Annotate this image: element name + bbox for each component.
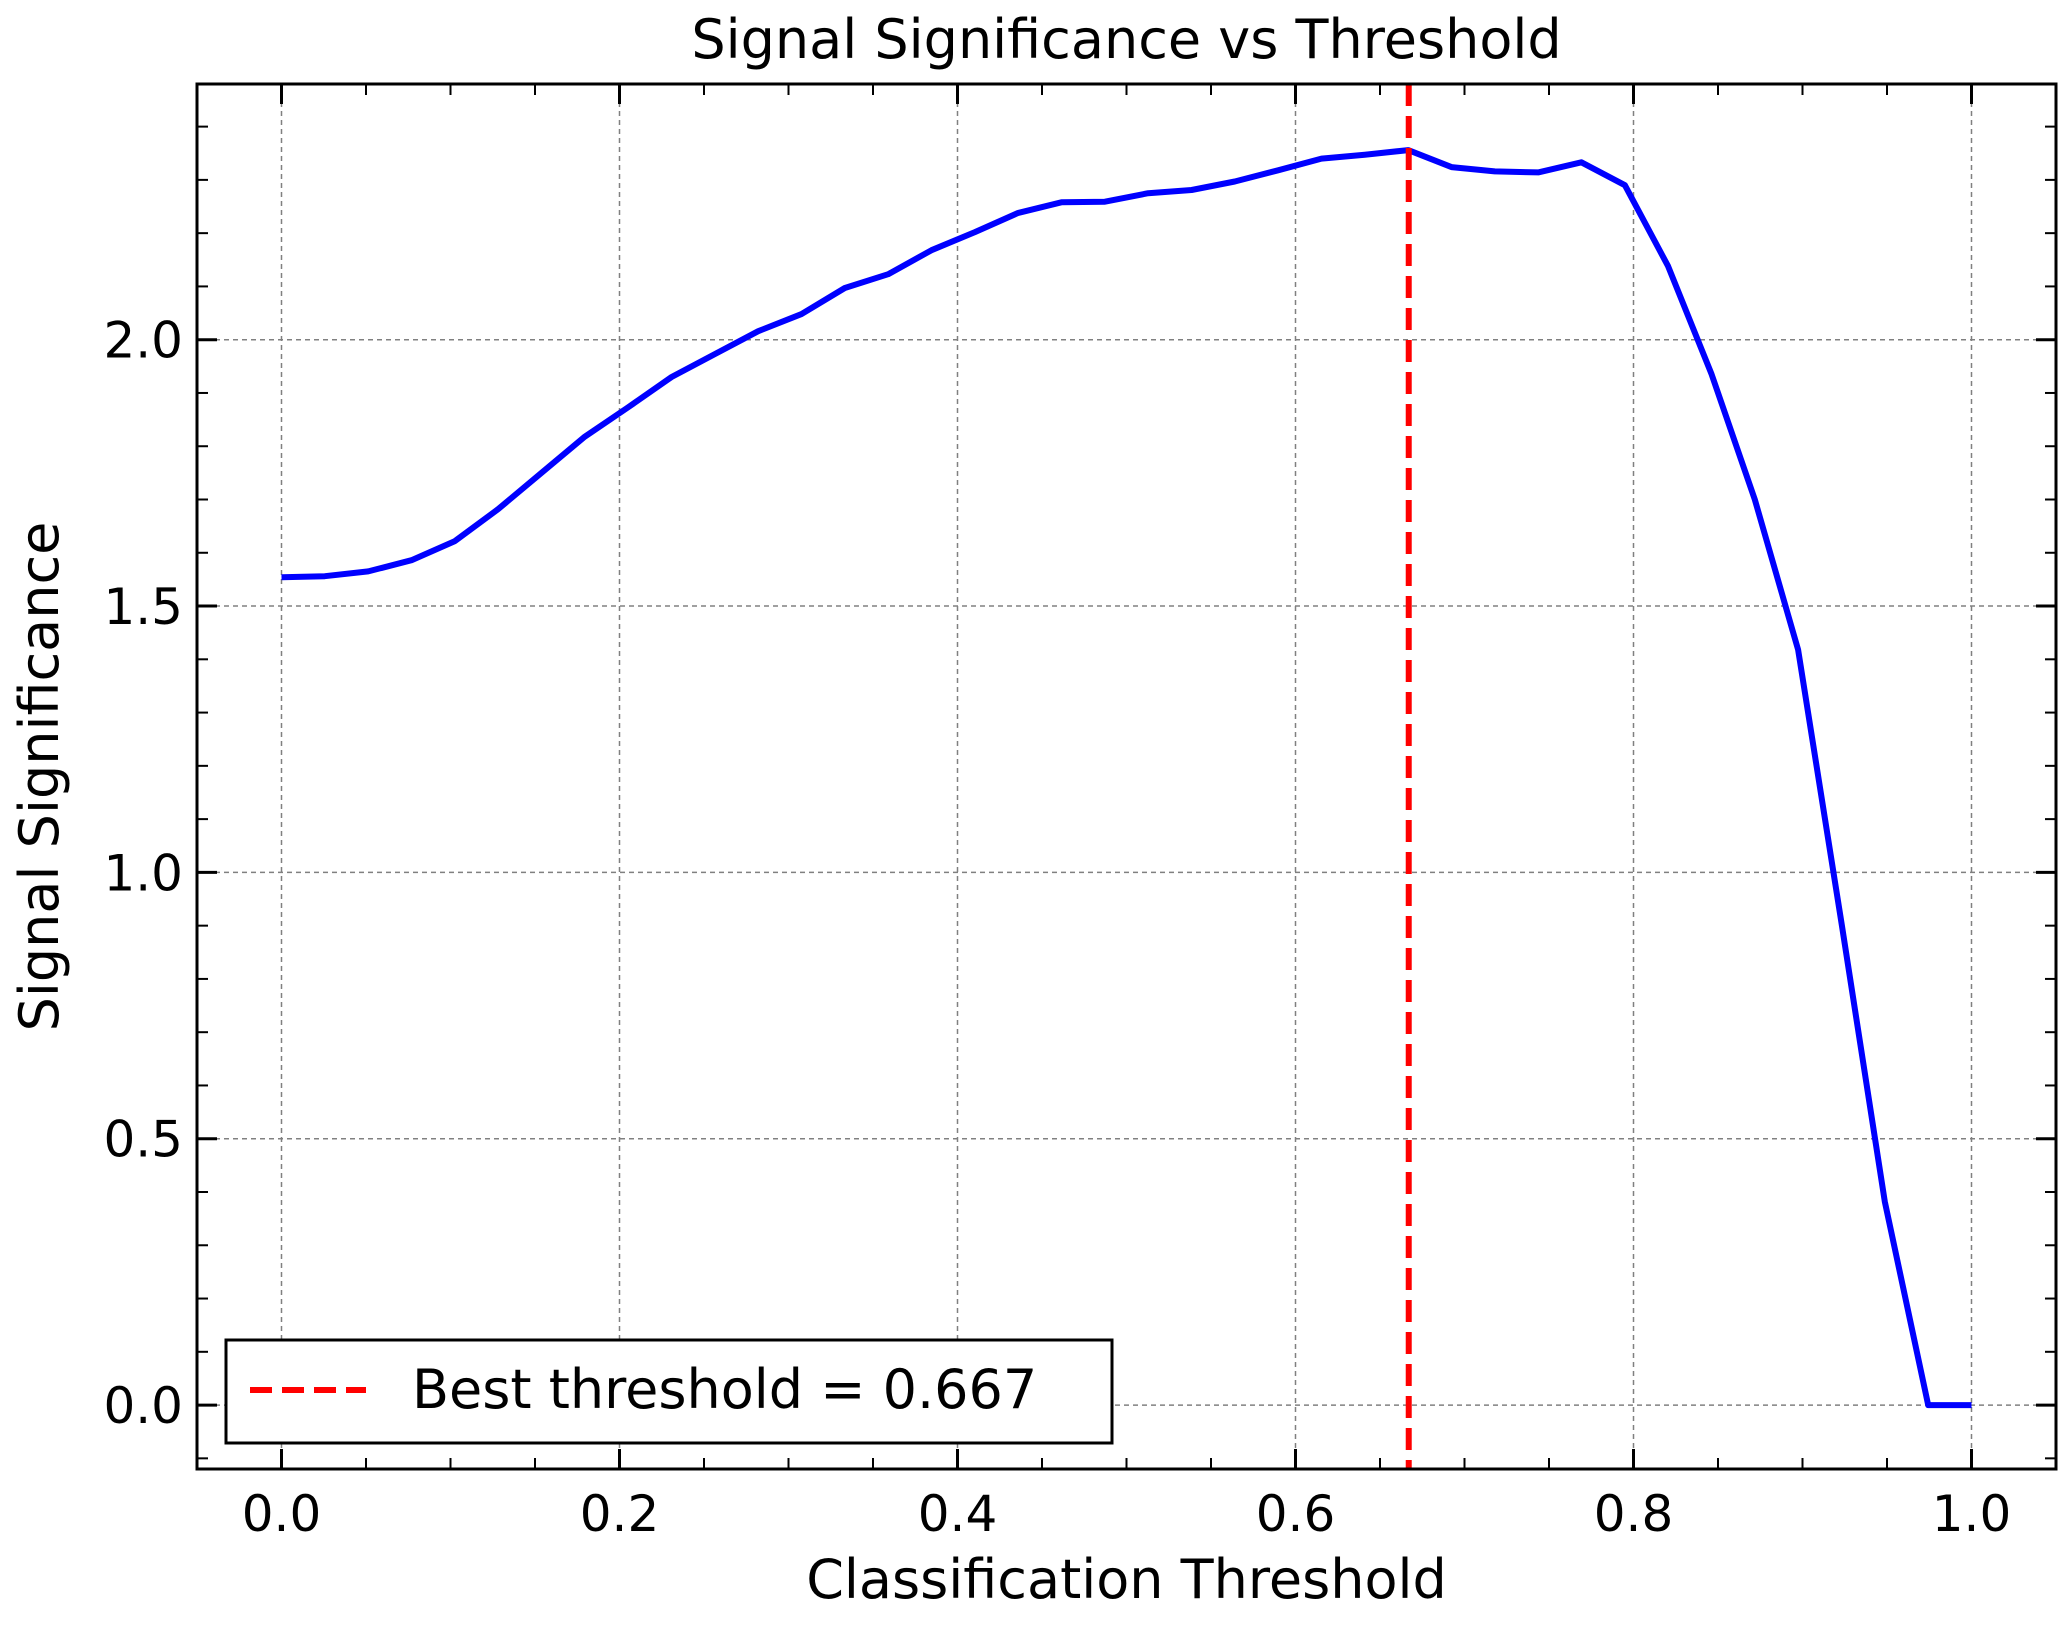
significance-curve	[281, 147, 1972, 1409]
x-tick-label: 0.4	[918, 1485, 998, 1543]
y-tick-label: 0.0	[103, 1377, 183, 1435]
plot-frame	[195, 82, 2058, 1471]
y-tick-label: 1.0	[103, 844, 183, 902]
chart-title: Signal Significance vs Threshold	[691, 8, 1561, 71]
x-tick-label: 0.2	[580, 1485, 660, 1543]
y-tick-label: 1.5	[103, 578, 183, 636]
legend: Best threshold = 0.667	[224, 1338, 1114, 1445]
x-tick-label: 0.6	[1256, 1485, 1336, 1543]
ticks-layer: 0.0 0.2 0.4 0.6 0.8 1.0 0.0 0.5 1.0 1.5 2.0	[103, 84, 2057, 1543]
series-layer	[281, 84, 1972, 1469]
legend-box	[224, 1338, 1114, 1445]
legend-label-best-threshold: Best threshold = 0.667	[412, 1358, 1037, 1421]
y-axis-label: Signal Significance	[8, 522, 71, 1032]
x-tick-label: 0.0	[242, 1485, 322, 1543]
y-tick-label: 0.5	[103, 1111, 183, 1169]
x-tick-label: 1.0	[1932, 1485, 2012, 1543]
x-axis-label: Classification Threshold	[806, 1548, 1447, 1611]
x-tick-label: 0.8	[1594, 1485, 1674, 1543]
y-tick-label: 2.0	[103, 312, 183, 370]
